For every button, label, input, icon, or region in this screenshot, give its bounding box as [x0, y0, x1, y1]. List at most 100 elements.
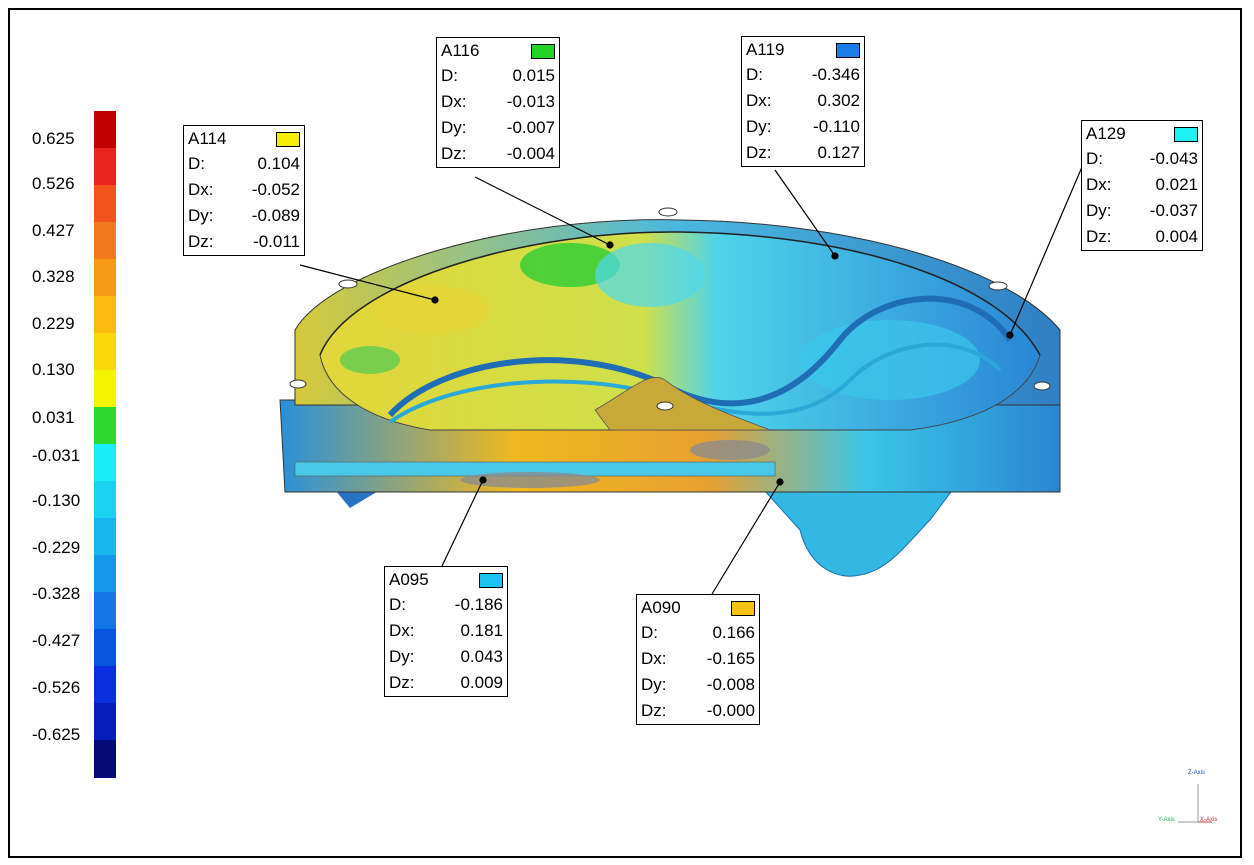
callout-color-swatch: [731, 600, 755, 616]
rib-upper: [387, 295, 1013, 418]
bolt-hole-2: [658, 207, 678, 217]
callout-key: Dy:: [441, 118, 467, 137]
color-scale-segment: [94, 333, 116, 371]
color-scale-segment: [94, 296, 116, 334]
point-A114[interactable]: [431, 296, 439, 304]
callout-A095[interactable]: A095 D: -0.186 Dx: 0.181 Dy: 0.043 Dz: 0.009: [384, 566, 508, 697]
callout-row-dz: Dz: -0.000: [641, 698, 755, 724]
callout-row-dy: Dy: -0.089: [188, 203, 300, 229]
color-scale-segment: [94, 555, 116, 593]
callout-key: D:: [188, 154, 205, 173]
callout-key: D:: [389, 595, 406, 614]
callout-A114[interactable]: A114 D: 0.104 Dx: -0.052 Dy: -0.089 Dz: -0.011: [183, 125, 305, 256]
callout-value: 0.004: [1155, 227, 1198, 246]
callout-A119[interactable]: A119 D: -0.346 Dx: 0.302 Dy: -0.110 Dz: 0.127: [741, 36, 865, 167]
callout-value: -0.004: [506, 144, 555, 163]
callout-row-dy: Dy: -0.037: [1086, 198, 1198, 224]
point-A116[interactable]: [606, 241, 614, 249]
color-scale-label: -0.328: [32, 584, 81, 603]
callout-value: -0.007: [506, 118, 555, 137]
color-scale-label: 0.625: [32, 129, 75, 148]
callout-value: -0.000: [706, 701, 755, 720]
callout-key: Dy:: [188, 206, 214, 225]
color-scale-label: 0.427: [32, 221, 75, 240]
color-scale-segment: [94, 629, 116, 667]
callout-key: Dx:: [188, 180, 214, 199]
callout-key: Dy:: [1086, 201, 1112, 220]
color-scale-segment: [94, 185, 116, 223]
callout-value: -0.037: [1149, 201, 1198, 220]
color-scale-segment: [94, 148, 116, 186]
callout-value: 0.127: [817, 143, 860, 162]
callout-key: Dz:: [746, 143, 772, 162]
callout-key: Dx:: [389, 621, 415, 640]
callout-key: Dx:: [746, 91, 772, 110]
color-scale-label: -0.130: [32, 491, 81, 510]
callout-id: A114: [188, 129, 227, 148]
callout-color-swatch: [1174, 126, 1198, 142]
callout-row-d: D: 0.015: [441, 63, 555, 89]
patch-green: [520, 243, 620, 287]
callout-row-dx: Dx: 0.021: [1086, 172, 1198, 198]
x-axis-label: X-Axis: [1200, 817, 1218, 823]
callout-row-dz: Dz: -0.011: [188, 229, 300, 255]
color-scale-label: 0.229: [32, 314, 75, 333]
callout-id: A116: [441, 41, 480, 60]
patch-green-2: [340, 346, 400, 374]
callout-color-swatch: [836, 42, 860, 58]
bolt-hole-4: [289, 379, 307, 389]
leader-lines: [299, 166, 1083, 595]
patch-cyan-1: [595, 243, 705, 307]
callout-key: Dy:: [389, 647, 415, 666]
callout-A090[interactable]: A090 D: 0.166 Dx: -0.165 Dy: -0.008 Dz: -0.000: [636, 594, 760, 725]
viewport-frame[interactable]: 0.625 0.526 0.427 0.328 0.229 0.130 0.031 -0.03…: [8, 8, 1242, 858]
bolt-hole-6: [656, 401, 674, 411]
color-scale-label: -0.427: [32, 631, 81, 650]
color-scale-label: 0.328: [32, 267, 75, 286]
callout-key: D:: [746, 65, 763, 84]
callout-value: -0.013: [506, 92, 555, 111]
callout-A129[interactable]: A129 D: -0.043 Dx: 0.021 Dy: -0.037 Dz: 0.004: [1081, 120, 1203, 251]
rib-lower: [388, 342, 1002, 424]
point-A095[interactable]: [479, 476, 487, 484]
callout-value: -0.089: [251, 206, 300, 225]
color-scale-label: 0.031: [32, 408, 75, 427]
callout-value: -0.008: [706, 675, 755, 694]
point-A090[interactable]: [776, 478, 784, 486]
callout-value: 0.009: [460, 673, 503, 692]
callout-row-d: D: -0.186: [389, 592, 503, 618]
deviation-model-view[interactable]: [10, 10, 1242, 858]
callout-row-dz: Dz: 0.009: [389, 670, 503, 696]
point-A129[interactable]: [1006, 331, 1014, 339]
axis-triad: Z-Axis Y-Axis X-Axis: [1158, 770, 1218, 830]
callout-row-dx: Dx: -0.013: [441, 89, 555, 115]
callout-value: -0.110: [813, 117, 860, 136]
callout-value: 0.015: [512, 66, 555, 85]
callout-row-dz: Dz: 0.004: [1086, 224, 1198, 250]
gray-area-1: [460, 472, 600, 488]
callout-key: Dz:: [441, 144, 467, 163]
color-scale-segment: [94, 259, 116, 297]
color-scale-segment: [94, 740, 116, 778]
central-peak: [594, 376, 771, 431]
color-scale-label: -0.229: [32, 538, 81, 557]
callout-color-swatch: [276, 131, 300, 147]
callout-value: 0.104: [257, 154, 300, 173]
bolt-hole-5: [1033, 381, 1051, 391]
callout-row-dx: Dx: 0.302: [746, 88, 860, 114]
callout-row-d: D: 0.166: [641, 620, 755, 646]
callout-key: Dx:: [641, 649, 667, 668]
color-scale-label: -0.031: [32, 446, 81, 465]
callout-row-d: D: 0.104: [188, 151, 300, 177]
point-A119[interactable]: [831, 252, 839, 260]
bolt-hole-3: [988, 281, 1008, 291]
callout-key: D:: [641, 623, 658, 642]
callout-color-swatch: [479, 572, 503, 588]
color-scale-label: -0.526: [32, 678, 81, 697]
color-scale-segment: [94, 481, 116, 519]
callout-row-dz: Dz: -0.004: [441, 141, 555, 167]
patch-yellow: [370, 285, 490, 335]
callout-A116[interactable]: A116 D: 0.015 Dx: -0.013 Dy: -0.007 Dz: -0.004: [436, 37, 560, 168]
callout-value: -0.052: [251, 180, 300, 199]
callout-value: 0.181: [460, 621, 503, 640]
